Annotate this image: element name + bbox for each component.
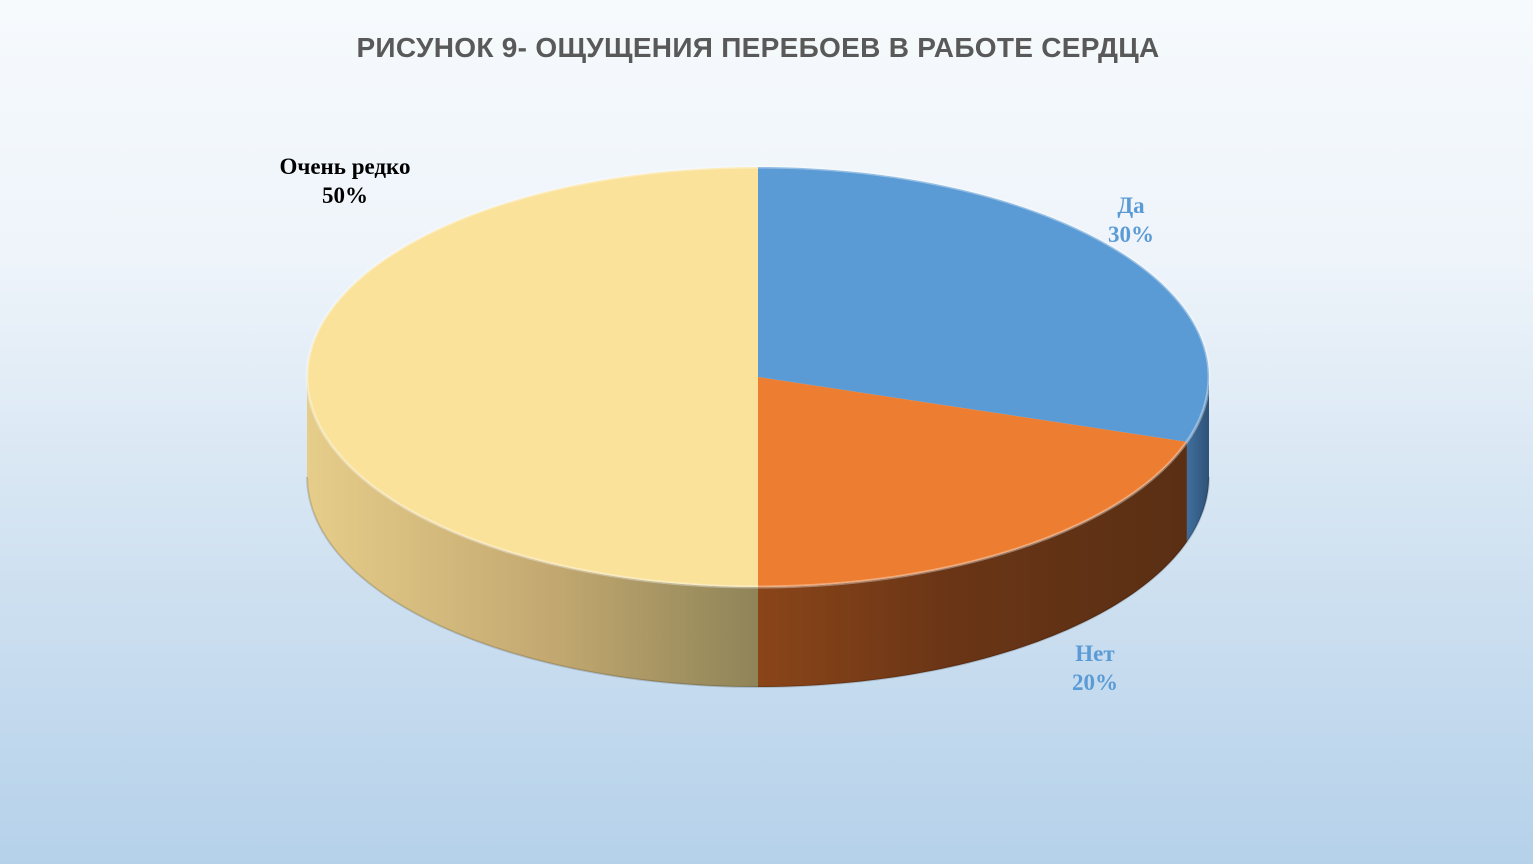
pie-bottom-edge: [306, 476, 1210, 689]
pie-rim: [305, 165, 1211, 589]
data-label-name: Нет: [1075, 641, 1115, 666]
chart-title: РИСУНОК 9- ОЩУЩЕНИЯ ПЕРЕБОЕВ В РАБОТЕ СЕ…: [356, 32, 1160, 63]
pie-slice-side-1: [1186, 377, 1209, 542]
data-label-1: Да 30%: [1046, 191, 1216, 249]
pie-slice-side-3: [307, 377, 758, 687]
data-label-name: Очень редко: [279, 154, 411, 179]
data-label-3: Очень редко 50%: [260, 152, 430, 210]
data-label-value: 30%: [1108, 222, 1154, 247]
data-label-value: 20%: [1072, 670, 1118, 695]
pie-slice-1[interactable]: [758, 167, 1209, 442]
data-label-name: Да: [1117, 193, 1145, 218]
data-label-2: Нет 20%: [1010, 639, 1180, 697]
pie-slice-3[interactable]: [307, 167, 758, 587]
pie-slice-side-2: [758, 441, 1187, 687]
data-label-value: 50%: [322, 183, 368, 208]
pie-slice-2[interactable]: [758, 377, 1187, 587]
